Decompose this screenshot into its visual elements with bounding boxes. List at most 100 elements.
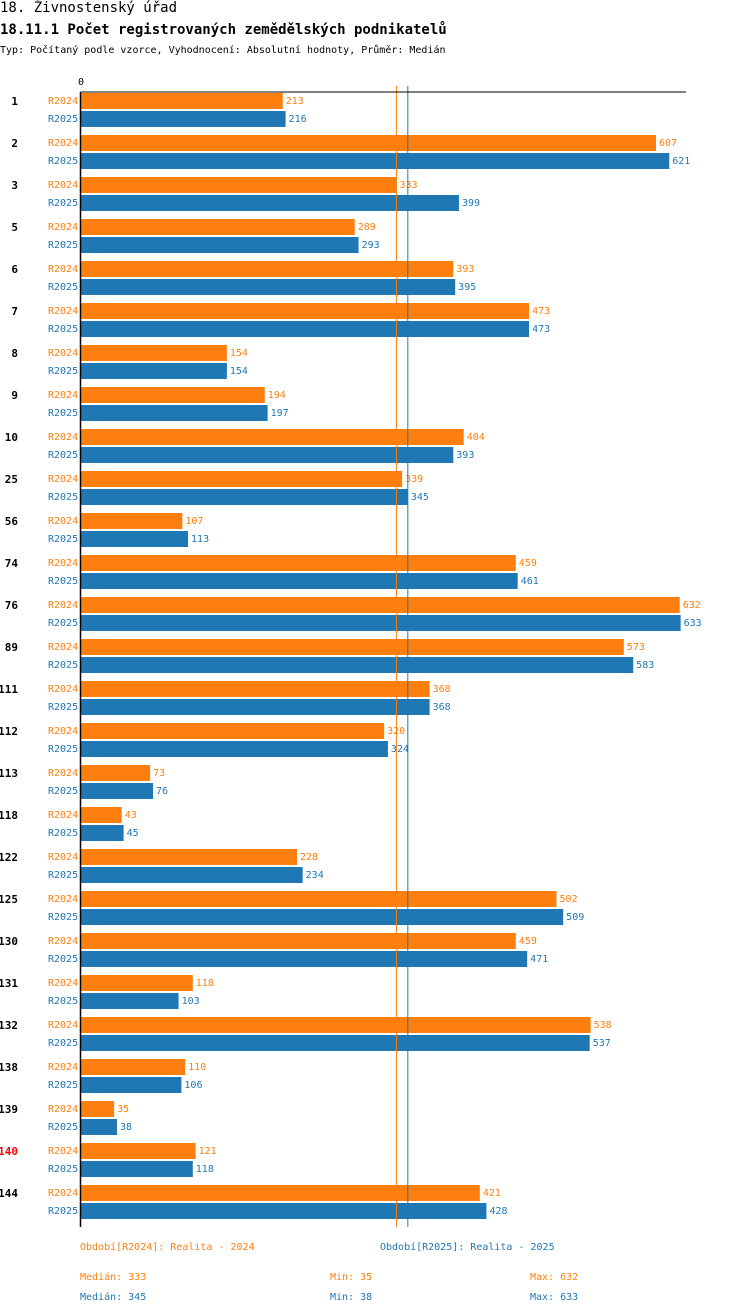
series-label: R2025 bbox=[48, 744, 78, 755]
bar-r2024 bbox=[81, 471, 403, 487]
bar-r2025 bbox=[81, 615, 681, 631]
bar-r2025 bbox=[81, 951, 528, 967]
series-label: R2024 bbox=[48, 474, 78, 485]
series-label: R2024 bbox=[48, 642, 78, 653]
category-label: 138 bbox=[0, 1061, 18, 1074]
median-r2025: Medián: 345 bbox=[80, 1292, 147, 1303]
data-label: 333 bbox=[399, 180, 417, 191]
category-label: 76 bbox=[5, 599, 19, 612]
category-label: 139 bbox=[0, 1103, 18, 1116]
category-label: 74 bbox=[5, 557, 19, 570]
data-label: 339 bbox=[405, 474, 423, 485]
bar-r2024 bbox=[81, 765, 151, 781]
data-label: 621 bbox=[672, 156, 690, 167]
data-label: 103 bbox=[182, 996, 200, 1007]
series-label: R2024 bbox=[48, 600, 78, 611]
data-label: 395 bbox=[458, 282, 476, 293]
data-label: 393 bbox=[456, 264, 474, 275]
bar-r2025 bbox=[81, 1035, 590, 1051]
series-label: R2025 bbox=[48, 324, 78, 335]
data-label: 154 bbox=[230, 348, 248, 359]
data-label: 459 bbox=[519, 936, 537, 947]
series-label: R2025 bbox=[48, 366, 78, 377]
series-label: R2024 bbox=[48, 936, 78, 947]
category-label: 1 bbox=[11, 95, 18, 108]
series-label: R2024 bbox=[48, 180, 78, 191]
bar-r2024 bbox=[81, 261, 454, 277]
bar-r2024 bbox=[81, 597, 680, 613]
series-label: R2024 bbox=[48, 222, 78, 233]
bar-r2025 bbox=[81, 447, 454, 463]
data-label: 428 bbox=[489, 1206, 507, 1217]
bar-r2025 bbox=[81, 699, 430, 715]
series-label: R2025 bbox=[48, 618, 78, 629]
data-label: 537 bbox=[593, 1038, 611, 1049]
data-label: 234 bbox=[306, 870, 324, 881]
series-label: R2025 bbox=[48, 1038, 78, 1049]
min-r2024: Min: 35 bbox=[330, 1272, 373, 1283]
bar-r2024 bbox=[81, 975, 193, 991]
data-label: 509 bbox=[566, 912, 584, 923]
series-label: R2025 bbox=[48, 450, 78, 461]
series-label: R2025 bbox=[48, 702, 78, 713]
chart-title: 18.11.1 Počet registrovaných zemědělskýc… bbox=[0, 22, 447, 38]
bar-r2024 bbox=[81, 807, 122, 823]
series-label: R2025 bbox=[48, 156, 78, 167]
data-label: 421 bbox=[483, 1188, 501, 1199]
series-label: R2025 bbox=[48, 492, 78, 503]
median-r2024: Medián: 333 bbox=[80, 1272, 147, 1283]
bar-r2025 bbox=[81, 1203, 487, 1219]
data-label: 73 bbox=[153, 768, 165, 779]
bar-r2024 bbox=[81, 1059, 186, 1075]
series-label: R2025 bbox=[48, 1164, 78, 1175]
bar-r2025 bbox=[81, 783, 153, 799]
category-label: 132 bbox=[0, 1019, 18, 1032]
series-label: R2024 bbox=[48, 558, 78, 569]
bar-r2025 bbox=[81, 531, 189, 547]
series-label: R2025 bbox=[48, 870, 78, 881]
category-label: 10 bbox=[5, 431, 18, 444]
bar-r2024 bbox=[81, 1017, 591, 1033]
series-label: R2025 bbox=[48, 282, 78, 293]
series-label: R2025 bbox=[48, 534, 78, 545]
bar-r2025 bbox=[81, 489, 408, 505]
bar-r2024 bbox=[81, 681, 430, 697]
data-label: 633 bbox=[684, 618, 702, 629]
data-label: 118 bbox=[196, 1164, 214, 1175]
bar-r2025 bbox=[81, 195, 459, 211]
legend-r2025: Období[R2025]: Realita - 2025 bbox=[380, 1242, 555, 1253]
data-label: 154 bbox=[230, 366, 248, 377]
data-label: 573 bbox=[627, 642, 645, 653]
category-label: 3 bbox=[11, 179, 18, 192]
data-label: 404 bbox=[467, 432, 485, 443]
data-label: 473 bbox=[532, 306, 550, 317]
series-label: R2024 bbox=[48, 768, 78, 779]
bar-r2025 bbox=[81, 405, 268, 421]
bar-r2024 bbox=[81, 849, 297, 865]
bar-r2024 bbox=[81, 429, 464, 445]
series-label: R2025 bbox=[48, 1122, 78, 1133]
bar-r2024 bbox=[81, 303, 530, 319]
bar-r2025 bbox=[81, 363, 227, 379]
series-label: R2024 bbox=[48, 390, 78, 401]
data-label: 194 bbox=[268, 390, 286, 401]
data-label: 121 bbox=[199, 1146, 217, 1157]
data-label: 76 bbox=[156, 786, 168, 797]
data-label: 118 bbox=[196, 978, 214, 989]
x-tick-label: 0 bbox=[78, 77, 84, 88]
bar-r2025 bbox=[81, 111, 286, 127]
bar-r2025 bbox=[81, 657, 634, 673]
data-label: 324 bbox=[391, 744, 409, 755]
min-r2025: Min: 38 bbox=[330, 1292, 373, 1303]
series-label: R2025 bbox=[48, 198, 78, 209]
data-label: 471 bbox=[530, 954, 548, 965]
bar-r2025 bbox=[81, 321, 530, 337]
category-label: 56 bbox=[5, 515, 19, 528]
data-label: 106 bbox=[184, 1080, 202, 1091]
bar-r2025 bbox=[81, 825, 124, 841]
series-label: R2025 bbox=[48, 240, 78, 251]
bar-r2025 bbox=[81, 1077, 182, 1093]
series-label: R2025 bbox=[48, 1080, 78, 1091]
series-label: R2024 bbox=[48, 1146, 78, 1157]
series-label: R2024 bbox=[48, 138, 78, 149]
